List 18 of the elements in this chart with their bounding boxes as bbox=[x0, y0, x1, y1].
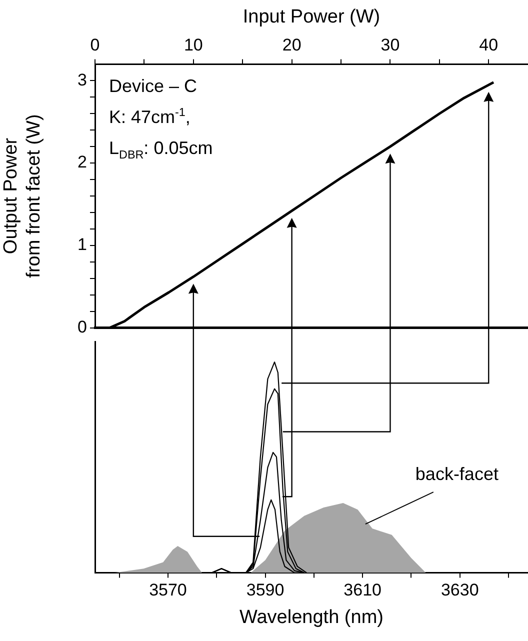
y-tick-label: 1 bbox=[78, 235, 87, 254]
x-tick-label: 0 bbox=[90, 36, 100, 55]
x-tick-label: 20 bbox=[282, 36, 302, 55]
y-tick-label: 0 bbox=[78, 317, 87, 336]
y-axis-title: Output Power from front facet (W) bbox=[0, 114, 44, 278]
x-tick-label: 3610 bbox=[344, 580, 382, 600]
x-tick-label: 30 bbox=[380, 36, 400, 55]
x-tick-label: 3630 bbox=[440, 580, 479, 600]
x-tick-label: 10 bbox=[184, 36, 203, 55]
x-tick-label: 3570 bbox=[149, 580, 187, 600]
x-axis-title: Input Power (W) bbox=[242, 6, 380, 28]
annotation: back-facet bbox=[415, 464, 498, 484]
x-tick-label: 40 bbox=[479, 36, 498, 55]
x-tick-label: 3590 bbox=[246, 580, 284, 600]
annotation: Device – C bbox=[109, 76, 198, 96]
x-axis-title: Wavelength (nm) bbox=[240, 606, 384, 628]
y-tick-label: 3 bbox=[78, 70, 87, 90]
y-tick-label: 2 bbox=[78, 152, 87, 172]
